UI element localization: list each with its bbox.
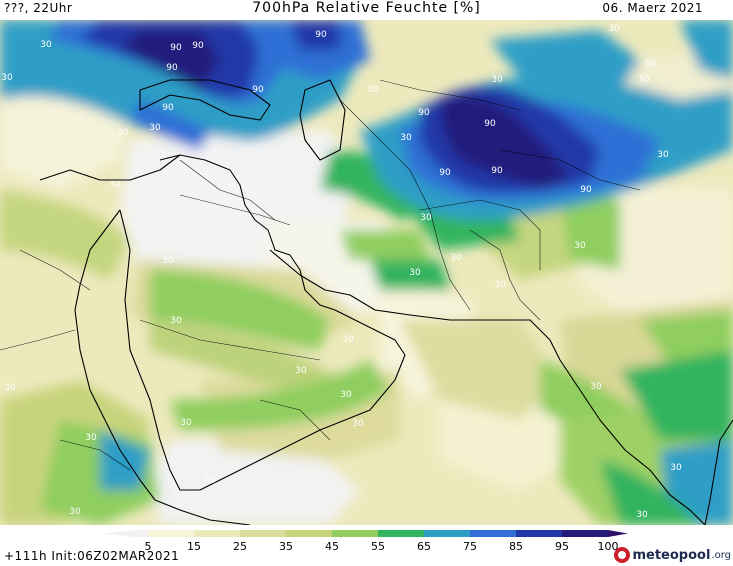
legend-swatch bbox=[562, 530, 608, 537]
legend-swatch bbox=[148, 530, 194, 537]
valid-date-label: 06. Maerz 2021 bbox=[602, 1, 703, 15]
contour-label: 30 bbox=[85, 433, 97, 443]
contour-label: 30 bbox=[109, 180, 121, 190]
legend-tick-label: 85 bbox=[509, 540, 523, 553]
run-info-label: +111h Init:06Z02MAR2021 bbox=[4, 549, 180, 563]
contour-label: 30 bbox=[117, 128, 129, 138]
contour-label: 30 bbox=[409, 268, 421, 278]
coastlines-and-borders bbox=[39, 79, 733, 525]
contour-label: 90 bbox=[162, 103, 174, 113]
legend-tick-label: 75 bbox=[463, 540, 477, 553]
contour-label: 90 bbox=[418, 108, 430, 118]
contour-label: 90 bbox=[439, 168, 451, 178]
contour-label: 30 bbox=[420, 213, 432, 223]
legend-tick-label: 5 bbox=[145, 540, 152, 553]
black-sea-coast bbox=[139, 79, 271, 121]
humidity-map: 30 90 90 90 90 90 30 30 30 30 90 90 90 9… bbox=[0, 20, 733, 525]
humidity-field bbox=[0, 20, 733, 525]
color-legend-swatches bbox=[103, 530, 628, 537]
contour-labels: 30 90 90 90 90 90 30 30 30 30 90 90 90 9… bbox=[1, 24, 682, 520]
legend-swatch bbox=[470, 530, 516, 537]
contour-label: 30 bbox=[638, 75, 650, 85]
contour-label: 30 bbox=[340, 390, 352, 400]
legend-tick-label: 95 bbox=[555, 540, 569, 553]
contour-label: 30 bbox=[40, 40, 52, 50]
legend-swatch bbox=[286, 530, 332, 537]
contour-label: 90 bbox=[252, 85, 264, 95]
contour-label: 90 bbox=[491, 166, 503, 176]
legend-swatch bbox=[103, 530, 134, 537]
contour-label: 30 bbox=[367, 85, 379, 95]
contour-label: 90 bbox=[580, 185, 592, 195]
med-coast bbox=[39, 154, 181, 181]
country-borders bbox=[0, 79, 641, 471]
contour-label: 30 bbox=[352, 419, 364, 429]
legend-swatch bbox=[516, 530, 562, 537]
iran-coastline bbox=[269, 249, 551, 341]
contour-label: 30 bbox=[608, 24, 620, 34]
legend-tick-label: 35 bbox=[279, 540, 293, 553]
map-footer: 5 15 25 35 45 55 65 75 85 95 100 +111h Init:06Z02M… bbox=[0, 525, 733, 566]
contour-label: 30 bbox=[491, 75, 503, 85]
legend-swatch bbox=[332, 530, 378, 537]
contour-label: 30 bbox=[657, 150, 669, 160]
legend-swatch bbox=[378, 530, 424, 537]
contour-label: 30 bbox=[162, 256, 174, 266]
contour-label: 30 bbox=[636, 510, 648, 520]
legend-swatch bbox=[134, 530, 148, 537]
contour-label: 30 bbox=[180, 418, 192, 428]
legend-tick-label: 55 bbox=[371, 540, 385, 553]
color-legend-ticks: 5 15 25 35 45 55 65 75 85 95 100 bbox=[145, 540, 619, 553]
contour-label: 30 bbox=[342, 335, 354, 345]
legend-swatch bbox=[424, 530, 470, 537]
meteopool-logo-icon bbox=[614, 547, 631, 563]
contour-label: 30 bbox=[69, 507, 81, 517]
contour-label: 90 bbox=[170, 43, 182, 53]
gulf-of-aden-coast bbox=[154, 499, 251, 525]
red-sea-west-coast bbox=[74, 209, 156, 501]
contour-label: 30 bbox=[670, 463, 682, 473]
india-east-coast bbox=[704, 419, 733, 525]
legend-swatch bbox=[240, 530, 286, 537]
caspian-coast bbox=[299, 79, 346, 161]
contour-label: 30 bbox=[295, 366, 307, 376]
contour-label: 30 bbox=[400, 133, 412, 143]
legend-tick-label: 100 bbox=[598, 540, 619, 553]
map-title: 700hPa Relative Feuchte [%] bbox=[252, 0, 481, 16]
meteopool-logo[interactable]: meteopool .org bbox=[614, 545, 731, 565]
contour-label: 30 bbox=[149, 123, 161, 133]
contour-label: 30 bbox=[170, 316, 182, 326]
contour-label: 30 bbox=[1, 73, 13, 83]
contour-label: 30 bbox=[644, 59, 656, 69]
contour-label: 90 bbox=[315, 30, 327, 40]
color-legend: 5 15 25 35 45 55 65 75 85 95 100 bbox=[103, 530, 628, 553]
contour-label: 30 bbox=[590, 382, 602, 392]
logo-text: meteopool bbox=[632, 547, 711, 563]
contour-label: 30 bbox=[450, 253, 462, 263]
india-west-coast bbox=[549, 339, 706, 525]
legend-swatch bbox=[194, 530, 240, 537]
contour-label: 30 bbox=[204, 476, 216, 486]
map-header: ???, 22Uhr 700hPa Relative Feuchte [%] 0… bbox=[0, 0, 733, 20]
valid-time-label: ???, 22Uhr bbox=[4, 1, 73, 15]
contour-label: 30 bbox=[494, 280, 506, 290]
contour-label: 30 bbox=[574, 241, 586, 251]
legend-swatch bbox=[608, 530, 628, 537]
legend-tick-label: 45 bbox=[325, 540, 339, 553]
legend-tick-label: 15 bbox=[187, 540, 201, 553]
contour-label: 90 bbox=[484, 119, 496, 129]
contour-label: 90 bbox=[166, 63, 178, 73]
contour-label: 90 bbox=[192, 41, 204, 51]
contour-label: 30 bbox=[4, 383, 16, 393]
arabian-coastline bbox=[119, 154, 406, 491]
legend-tick-label: 25 bbox=[233, 540, 247, 553]
logo-tld: .org bbox=[711, 549, 731, 561]
legend-tick-label: 65 bbox=[417, 540, 431, 553]
